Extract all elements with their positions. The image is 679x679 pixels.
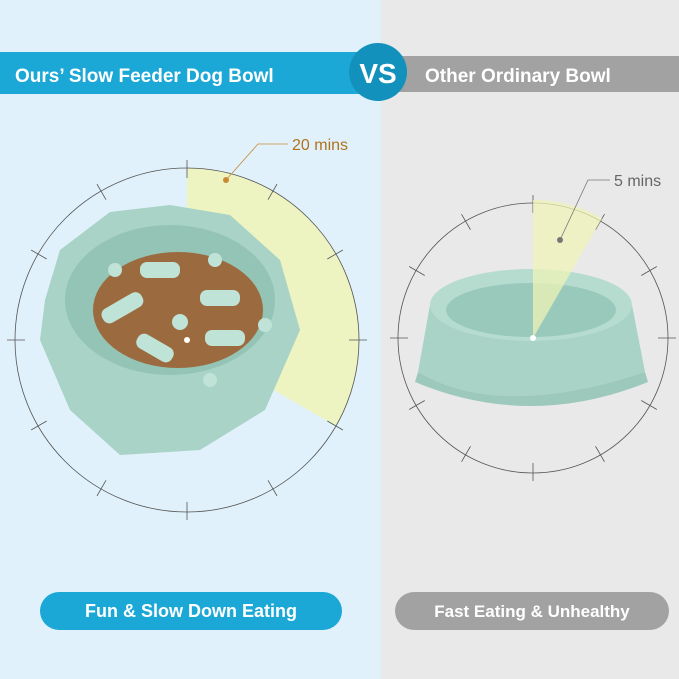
clock-tick (267, 183, 278, 200)
clock-tick (461, 446, 471, 463)
right-time-label: 5 mins (614, 173, 661, 190)
time-wedge (533, 200, 602, 338)
right-clock: 5 mins (390, 173, 676, 481)
clock-tick (641, 266, 658, 276)
left-banner (0, 52, 370, 94)
clock-tick (408, 400, 425, 410)
clock-tick (30, 420, 47, 431)
clock-tick (96, 183, 107, 200)
clock-tick (641, 400, 658, 410)
clock-tick (267, 480, 278, 497)
right-banner (390, 56, 679, 92)
left-caption-pill (40, 592, 342, 630)
ordinary-bowl-image (415, 269, 648, 406)
left-caption: Fun & Slow Down Eating (85, 601, 297, 621)
clock-tick (327, 249, 344, 260)
right-caption: Fast Eating & Unhealthy (434, 602, 630, 621)
clock-tick (30, 249, 47, 260)
clock-tick (461, 213, 471, 230)
right-caption-pill (395, 592, 669, 630)
vs-badge (349, 43, 407, 101)
right-title: Other Ordinary Bowl (425, 66, 611, 87)
clock-tick (408, 266, 425, 276)
slow-feeder-bowl-image (40, 205, 300, 455)
left-title: Ours’ Slow Feeder Dog Bowl (15, 66, 274, 87)
left-time-label: 20 mins (292, 137, 348, 154)
left-clock: 20 mins (7, 137, 367, 520)
clock-tick (327, 420, 344, 431)
clock-tick (595, 446, 605, 463)
vs-label: VS (359, 58, 396, 89)
clock-tick (96, 480, 107, 497)
